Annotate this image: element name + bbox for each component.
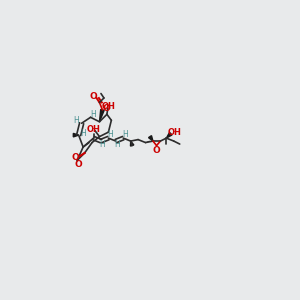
Polygon shape	[148, 136, 153, 141]
Text: H: H	[107, 130, 113, 139]
Text: H: H	[74, 116, 79, 125]
Text: O: O	[90, 92, 98, 101]
Text: OH: OH	[87, 125, 100, 134]
Text: H: H	[100, 140, 105, 149]
Polygon shape	[130, 141, 134, 146]
Text: OH: OH	[167, 128, 181, 137]
Text: H: H	[114, 140, 120, 149]
Text: O: O	[153, 146, 160, 154]
Text: H: H	[80, 129, 86, 138]
Text: O: O	[72, 153, 80, 162]
Text: OH: OH	[101, 102, 115, 111]
Text: O: O	[75, 160, 83, 169]
Text: H: H	[91, 110, 96, 119]
Polygon shape	[73, 134, 79, 137]
Polygon shape	[100, 110, 104, 122]
Polygon shape	[166, 132, 172, 138]
Text: O: O	[102, 104, 110, 113]
Text: H: H	[122, 130, 128, 139]
